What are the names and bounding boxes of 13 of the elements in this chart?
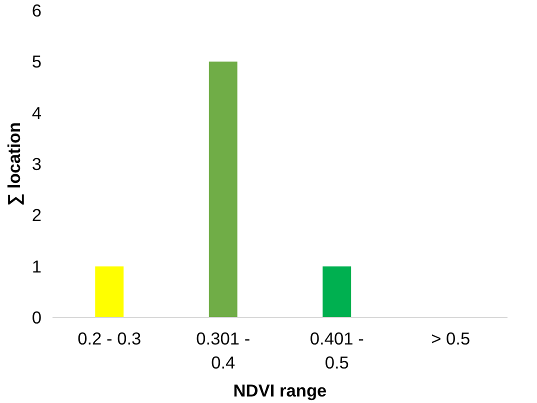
x-axis-title: NDVI range: [233, 380, 328, 400]
y-tick-label: 2: [32, 205, 42, 226]
y-axis-title: ∑ location: [4, 122, 24, 206]
x-tick-label: 0.301 - 0.4: [196, 328, 250, 372]
y-tick-label: 3: [32, 154, 42, 174]
y-tick-label: 5: [32, 52, 42, 72]
x-tick-label: 0.401 - 0.5: [310, 328, 364, 372]
y-tick-label: 6: [32, 0, 42, 20]
x-tick-label: 0.2 - 0.3: [78, 328, 142, 348]
y-tick-label: 0: [32, 308, 42, 328]
y-tick-label: 4: [32, 102, 42, 123]
x-tick-label: > 0.5: [431, 328, 470, 348]
y-tick-label: 1: [32, 256, 42, 276]
